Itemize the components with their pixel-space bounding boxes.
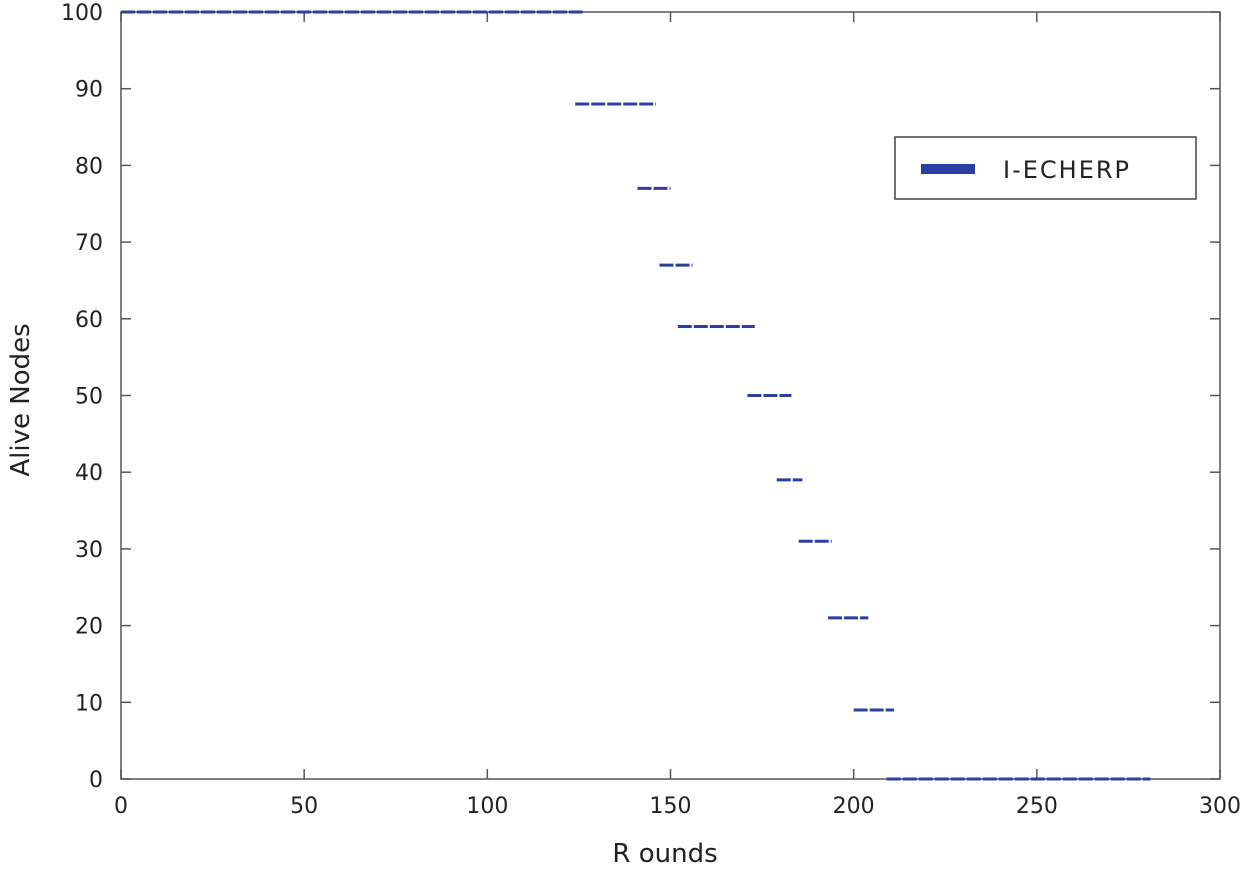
y-tick-label: 50 [75,385,103,410]
x-tick-label: 50 [290,794,318,819]
y-tick-label: 70 [75,231,103,256]
y-tick-label: 40 [75,461,103,486]
y-axis-title: Alive Nodes [6,323,36,476]
x-axis-title: R ounds [612,839,717,869]
y-tick-label: 100 [61,1,103,26]
y-tick-label: 90 [75,78,103,103]
y-tick-label: 80 [75,154,103,179]
y-tick-label: 20 [75,615,103,640]
y-tick-label: 10 [75,691,103,716]
y-tick-label: 60 [75,308,103,333]
axis-ticks: 0 50 100 150 200 250 300 0 10 20 30 40 50 60 70 80 90 100 [61,1,1241,819]
x-tick-label: 200 [833,794,875,819]
y-tick-label: 0 [89,768,103,793]
series-layer [121,10,1151,781]
x-tick-label: 300 [1199,794,1241,819]
legend: I-ECHERP [894,136,1197,200]
plot-frame [120,11,1221,780]
x-tick-label: 250 [1016,794,1058,819]
legend-label: I-ECHERP [1003,156,1131,184]
x-tick-label: 150 [650,794,692,819]
x-tick-label: 100 [466,794,508,819]
legend-swatch [921,164,975,174]
x-tick-label: 0 [114,794,128,819]
y-tick-label: 30 [75,538,103,563]
